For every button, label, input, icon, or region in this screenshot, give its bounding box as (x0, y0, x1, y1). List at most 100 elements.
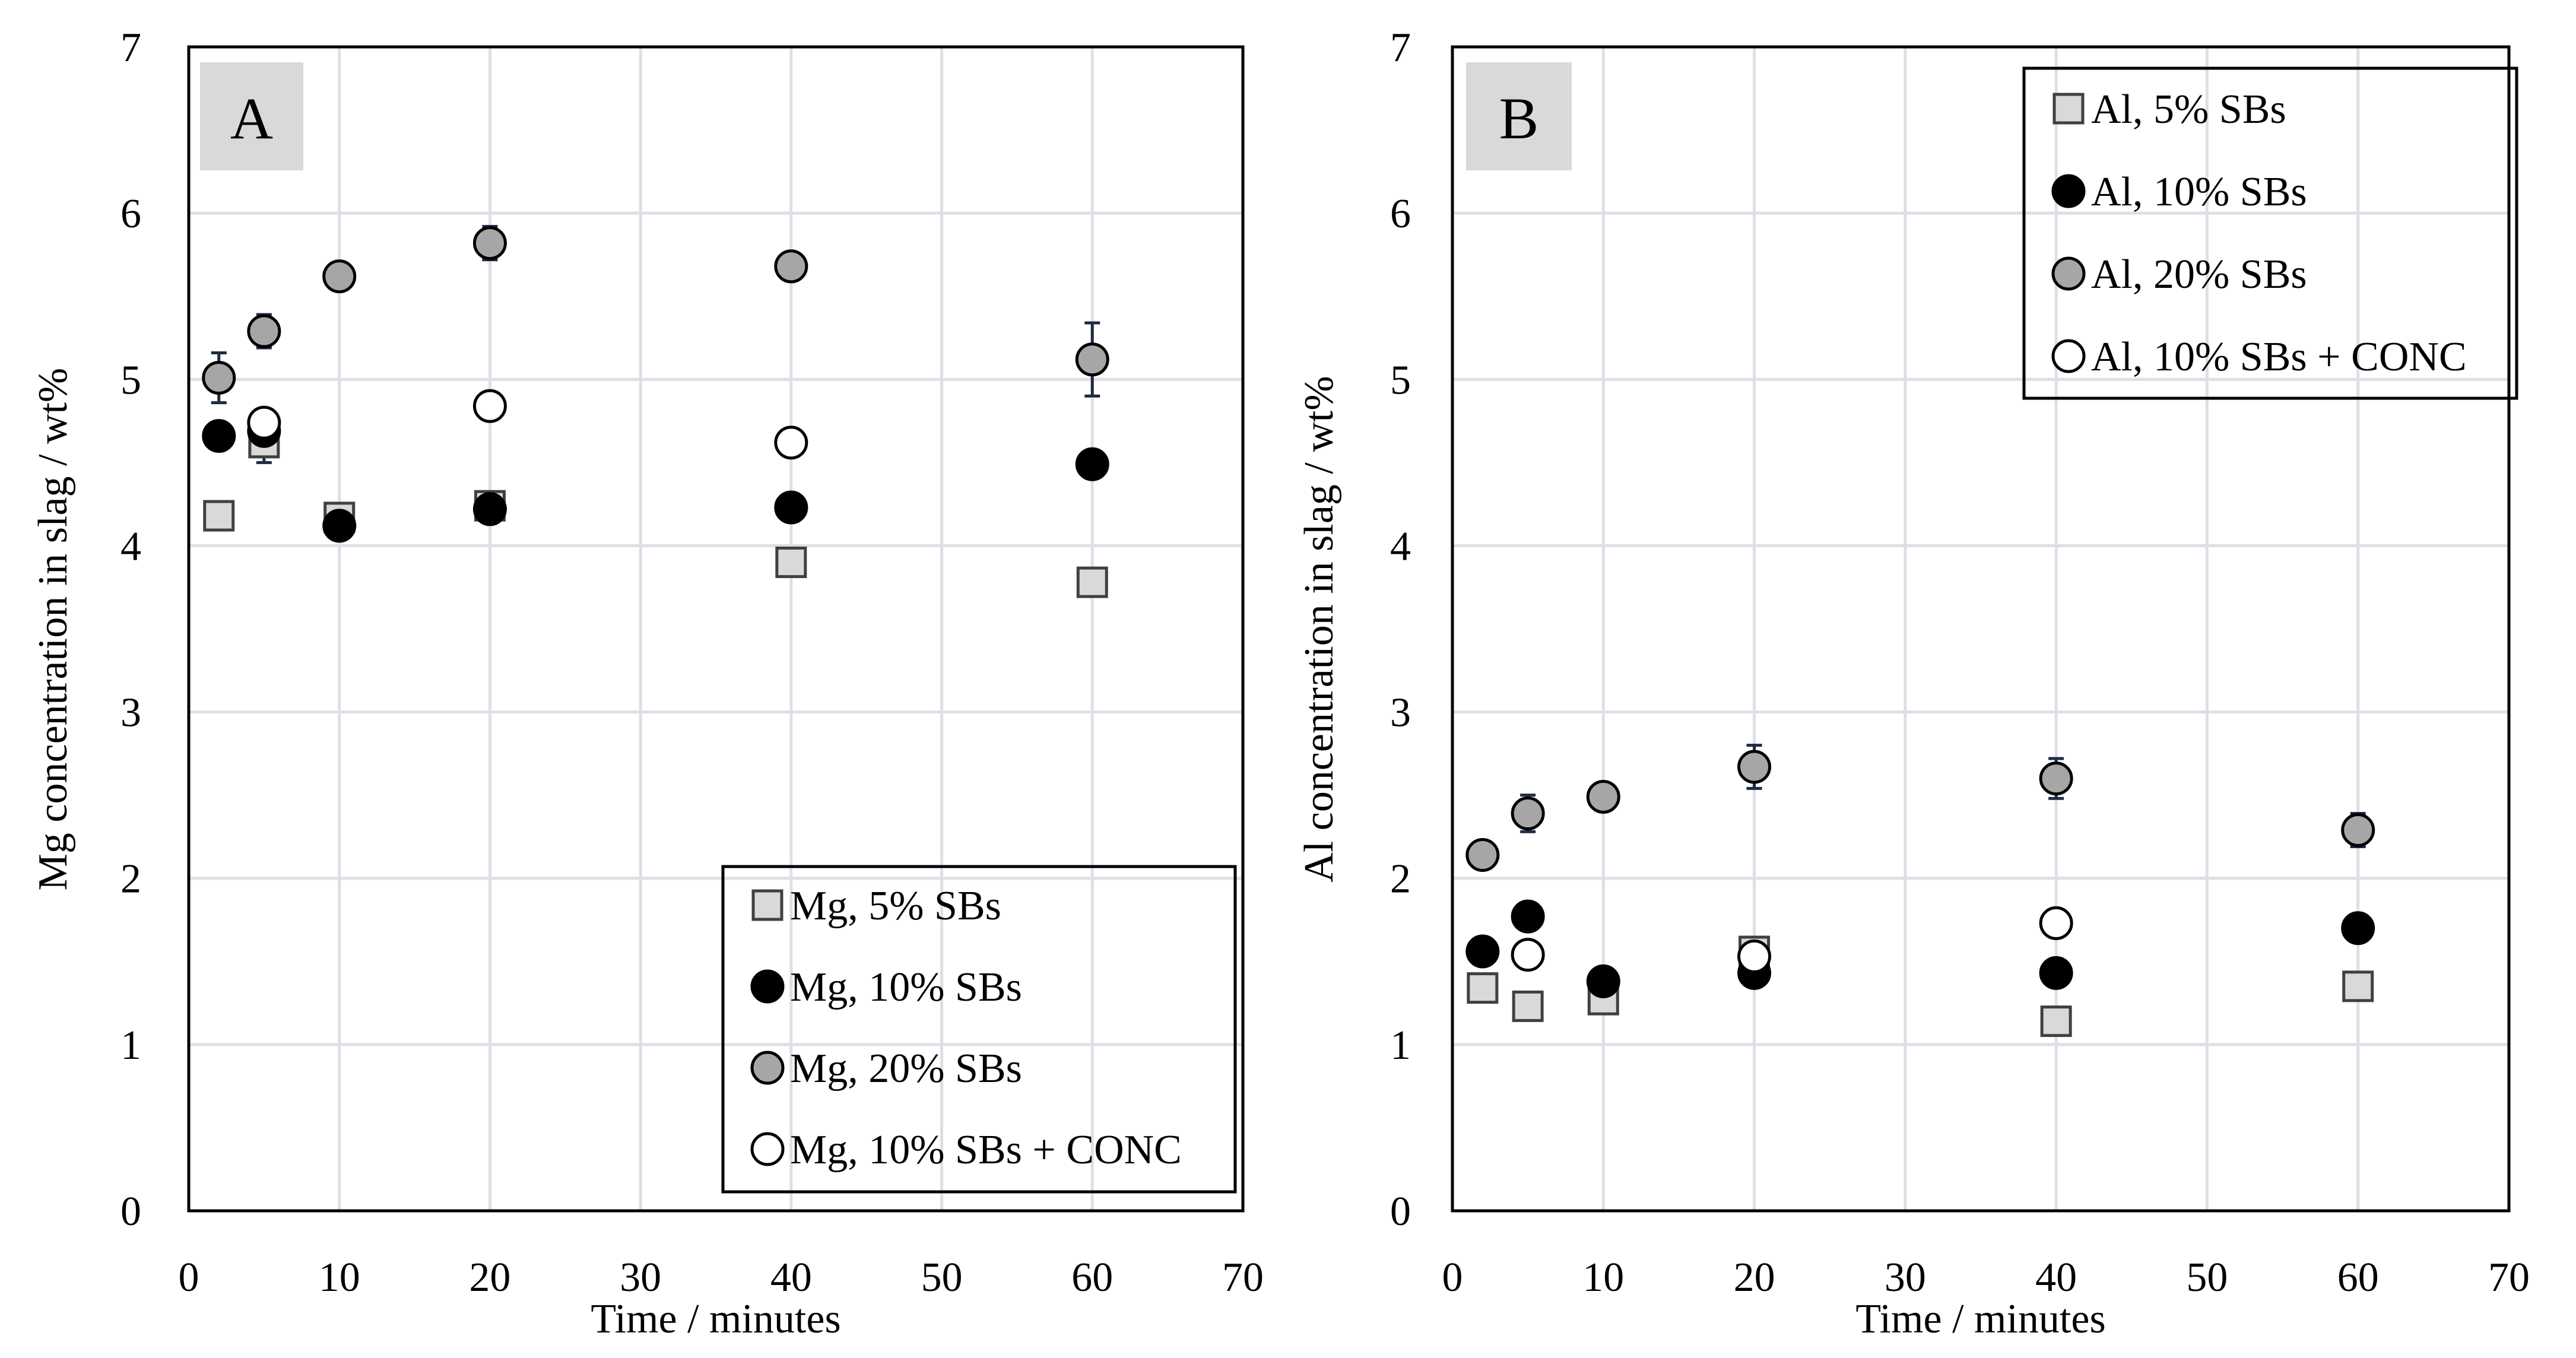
panel-b-data-point (1465, 934, 1500, 969)
panel-a-label-box (200, 62, 303, 170)
panel-b-data-point (1737, 750, 1772, 784)
panel-b: B 0 1 2 3 4 5 6 7 0 10 20 30 40 50 60 70 Time / minute… (1296, 25, 2530, 1342)
panel-b-x-axis-title: Time / minutes (1855, 1296, 2105, 1342)
panel-b-data-point (2341, 813, 2375, 847)
panel-a-x-tick-label: 10 (319, 1255, 360, 1300)
panel-a-y-tick-label: 6 (120, 191, 141, 237)
panel-a-series-3 (202, 225, 1109, 405)
panel-b-legend-marker (2051, 256, 2086, 291)
panel-a-data-point (202, 360, 236, 395)
panel-a-data-point (202, 419, 236, 453)
panel-a-y-tick-label: 0 (120, 1189, 141, 1235)
panel-b-x-tick-label: 60 (2337, 1255, 2379, 1300)
panel-a-legend: Mg, 5% SBs Mg, 10% SBs Mg, 20% SBs Mg, 10% … (721, 865, 1237, 1194)
panel-b-data-point (1511, 899, 1545, 934)
panel-b-x-tick-label: 30 (1885, 1255, 1926, 1300)
panel-b-legend-label: Al, 10% SBs (2091, 169, 2307, 215)
panel-b-series-4 (1511, 906, 2073, 973)
panel-b-label-box (1466, 62, 1572, 170)
panel-b-legend-marker (2052, 93, 2085, 125)
panel-b-legend-label: Al, 10% SBs + CONC (2091, 334, 2467, 380)
panel-a-data-point (1075, 447, 1109, 481)
panel-a-data-point (203, 500, 235, 532)
panel-b-x-tick-label: 40 (2035, 1255, 2077, 1300)
panel-b-plot-area (1451, 45, 2511, 1213)
panel-b-y-tick-label: 6 (1390, 191, 1411, 237)
panel-a-label: A (230, 85, 273, 151)
panel-b-data-point (2342, 970, 2374, 1002)
panel-a-y-tick-label: 5 (120, 357, 141, 403)
panel-a-data-point (472, 492, 507, 526)
panel-b-legend-label: Al, 5% SBs (2091, 87, 2286, 132)
panel-b-legend-label: Al, 20% SBs (2091, 252, 2307, 297)
panel-b-legend-marker (2051, 339, 2086, 373)
panel-a-y-tick-label: 2 (120, 856, 141, 902)
panel-a-data-point (774, 426, 808, 460)
panel-a-x-tick-label: 60 (1071, 1255, 1113, 1300)
panel-b-x-tick-label: 70 (2488, 1255, 2530, 1300)
panel-b-y-tick-label: 0 (1390, 1189, 1411, 1235)
panel-a-data-point (775, 546, 807, 578)
panel-a-x-tick-label: 30 (620, 1255, 661, 1300)
panel-a-data-point (1076, 566, 1108, 598)
panel-a-legend-marker (751, 889, 783, 921)
panel-a-y-tick-label: 7 (120, 25, 141, 71)
panel-a-x-tick-label: 50 (921, 1255, 963, 1300)
panel-b-y-tick-label: 4 (1390, 523, 1411, 569)
panel-a-data-point (472, 389, 507, 423)
panel-b-data-point (2040, 1005, 2072, 1037)
panel-b-data-point (1586, 779, 1620, 814)
panel-a-legend-marker (750, 1132, 785, 1166)
panel-a-data-point (322, 259, 357, 294)
panel-a-y-tick-label: 4 (120, 523, 141, 569)
panel-a-plot-area (187, 45, 1245, 1213)
panel-b-data-point (2039, 906, 2073, 940)
panel-a-y-tick-label: 1 (120, 1023, 141, 1068)
panel-a-x-tick-label: 40 (770, 1255, 812, 1300)
panel-b-data-point (2039, 956, 2073, 990)
panel-a-data-point (247, 405, 281, 440)
panel-b-y-tick-label: 1 (1390, 1023, 1411, 1068)
panel-b-legend-box (2022, 66, 2518, 400)
panel-a-series-4 (247, 389, 808, 460)
panel-b-legend-marker (2051, 174, 2086, 208)
panel-a-legend-label: Mg, 10% SBs + CONC (790, 1127, 1182, 1173)
panel-b-y-tick-label: 3 (1390, 690, 1411, 736)
panel-a-data-point (774, 249, 808, 284)
panel-a-data-point (774, 490, 808, 525)
panel-a-data-point (247, 314, 281, 348)
panel-b-data-point (2039, 762, 2073, 796)
panel-a: A 0 1 2 3 4 5 6 7 0 10 20 30 40 50 60 70 Time / minute… (30, 25, 1264, 1342)
panel-a-legend-label: Mg, 10% SBs (790, 964, 1022, 1010)
panel-a-y-axis-title: Mg concentration in slag / wt% (30, 368, 76, 891)
panel-b-x-tick-label: 20 (1734, 1255, 1775, 1300)
panel-a-legend-marker (750, 969, 785, 1004)
panel-b-data-point (1467, 972, 1499, 1004)
panel-a-legend-label: Mg, 5% SBs (790, 883, 1001, 929)
panel-b-data-point (1512, 990, 1544, 1022)
panel-b-x-tick-label: 0 (1442, 1255, 1463, 1300)
panel-a-y-tick-label: 3 (120, 690, 141, 736)
panel-a-x-axis-title: Time / minutes (591, 1296, 840, 1342)
panel-b-y-tick-label: 2 (1390, 856, 1411, 902)
panel-b-series-3 (1465, 744, 2375, 872)
panel-b-legend: Al, 5% SBs Al, 10% SBs Al, 20% SBs Al, 10% … (2022, 66, 2518, 400)
panel-b-data-point (1511, 796, 1545, 830)
panel-a-data-point (322, 509, 357, 543)
panel-b-data-point (1586, 964, 1620, 998)
panel-b-data-point (1511, 938, 1545, 972)
panel-b-label: B (1499, 85, 1539, 151)
panel-a-x-tick-label: 20 (469, 1255, 510, 1300)
panel-a-legend-marker (750, 1051, 785, 1085)
panel-b-y-axis-title: Al concentration in slag / wt% (1296, 376, 1342, 882)
panel-b-data-point (1737, 939, 1772, 973)
panel-b-y-tick-label: 7 (1390, 25, 1411, 71)
panel-b-data-point (1465, 837, 1500, 872)
panel-a-legend-box (721, 865, 1237, 1194)
panel-b-y-tick-label: 5 (1390, 357, 1411, 403)
panel-a-x-tick-label: 70 (1222, 1255, 1264, 1300)
panel-a-data-point (472, 226, 507, 261)
panel-a-data-point (1075, 342, 1109, 377)
panel-b-x-tick-label: 50 (2186, 1255, 2228, 1300)
